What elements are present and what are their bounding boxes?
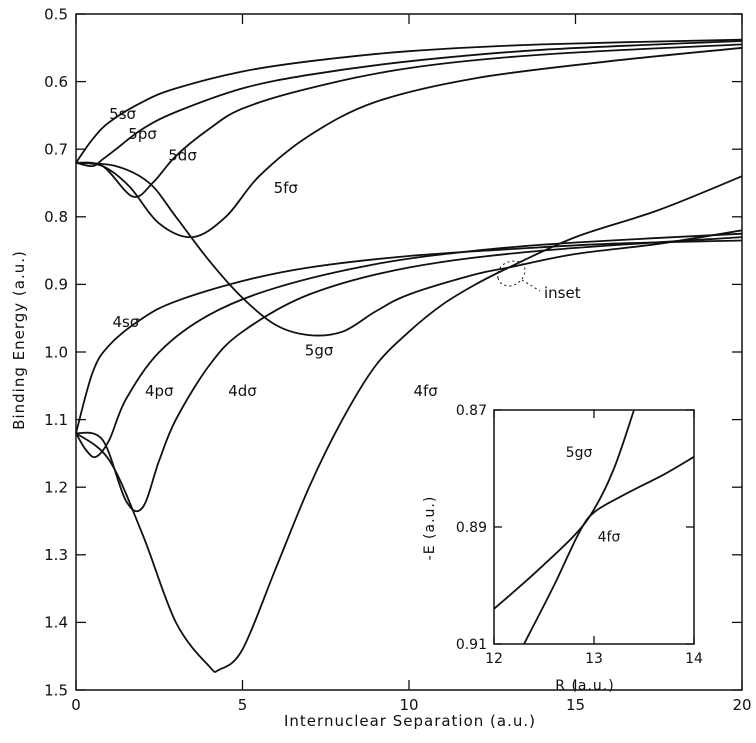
y-tick-label: 1.5 [44, 681, 68, 699]
y-tick-label: 0.7 [44, 140, 68, 158]
inset-x-axis-label: R (a.u.) [555, 678, 614, 694]
series-line-1 [75, 40, 743, 168]
series-line-4 [75, 161, 743, 337]
inset-annotation: inset [544, 284, 581, 302]
inset-series-label-1: 4fσ [598, 530, 621, 546]
y-tick-label: 1.0 [44, 343, 68, 361]
inset-leader-line [521, 279, 541, 292]
series-label-3: 5fσ [274, 179, 299, 197]
inset-x-tick-label: 13 [585, 651, 603, 667]
inset-x-tick-label: 14 [685, 651, 703, 667]
series-label-0: 5sσ [109, 105, 136, 123]
inset-y-tick-label: 0.89 [456, 520, 487, 536]
series-line-3 [75, 46, 743, 239]
y-axis-label: Binding Energy (a.u.) [10, 250, 28, 430]
series-line-8 [75, 175, 743, 673]
y-tick-label: 0.5 [44, 5, 68, 23]
x-axis-label: Internuclear Separation (a.u.) [284, 712, 536, 730]
series-label-2: 5dσ [168, 147, 197, 165]
series-line-7 [75, 236, 743, 513]
series-label-4: 5gσ [305, 341, 334, 359]
y-tick-label: 0.8 [44, 208, 68, 226]
series-line-2 [75, 43, 743, 198]
y-tick-label: 0.6 [44, 73, 68, 91]
inset-x-tick-label: 12 [485, 651, 503, 667]
x-tick-label: 0 [71, 696, 81, 714]
x-tick-label: 20 [732, 696, 751, 714]
series-label-6: 4pσ [145, 382, 174, 400]
inset-y-tick-label: 0.87 [456, 403, 487, 419]
x-tick-label: 10 [399, 696, 418, 714]
series-line-5 [75, 239, 743, 434]
y-tick-label: 1.1 [44, 411, 68, 429]
inset-series-label-0: 5gσ [566, 445, 593, 461]
inset-series-line-1 [523, 456, 695, 645]
y-tick-label: 1.4 [44, 614, 68, 632]
series-label-5: 4sσ [113, 313, 140, 331]
inset-plot-background [494, 410, 694, 644]
y-tick-label: 1.3 [44, 546, 68, 564]
series-label-8: 4fσ [413, 382, 438, 400]
x-tick-label: 5 [238, 696, 248, 714]
series-label-1: 5pσ [128, 125, 157, 143]
series-label-7: 4dσ [228, 382, 257, 400]
series-line-0 [75, 38, 743, 164]
inset-marker-circle [497, 260, 526, 287]
y-tick-label: 0.9 [44, 276, 68, 294]
x-tick-label: 15 [566, 696, 585, 714]
inset-y-axis-label: -E (a.u.) [422, 496, 438, 561]
y-tick-label: 1.2 [44, 478, 68, 496]
series-line-6 [75, 232, 743, 459]
inset-y-tick-label: 0.91 [456, 637, 487, 653]
